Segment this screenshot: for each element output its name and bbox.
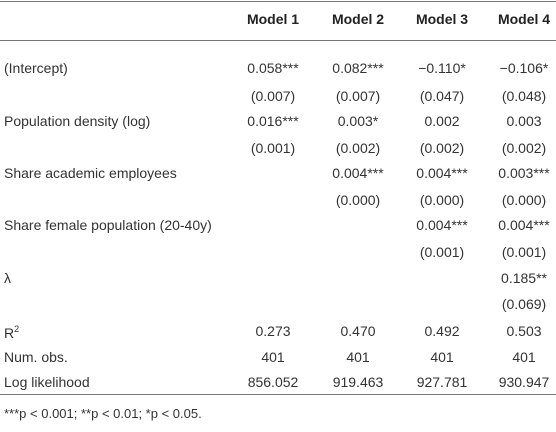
table-cell: 0.003*** — [498, 165, 550, 181]
table-cell: 0.058*** — [247, 60, 299, 76]
table-cell: (0.007) — [250, 88, 296, 104]
table-cell: −0.110* — [418, 60, 466, 76]
table-cell: 0.004*** — [416, 165, 468, 181]
table-cell: 0.016*** — [247, 113, 299, 129]
table-cell: (0.047) — [419, 88, 465, 104]
table-cell: (0.002) — [335, 140, 381, 156]
table-cell: 401 — [261, 349, 285, 365]
table-cell: 0.503 — [506, 323, 542, 339]
table-cell: 0.082*** — [332, 60, 384, 76]
table-cell: 0.004*** — [332, 165, 384, 181]
row-label: Population density (log) — [4, 113, 151, 129]
table-cell: (0.002) — [419, 140, 465, 156]
row-label: (Intercept) — [4, 60, 68, 76]
footnote: ***p < 0.001; **p < 0.01; *p < 0.05. — [4, 406, 202, 421]
table-cell: 856.052 — [247, 374, 299, 390]
row-label: Share female population (20-40y) — [4, 217, 212, 233]
table-cell: 927.781 — [416, 374, 468, 390]
table-cell: (0.000) — [335, 192, 381, 208]
table-cell: 0.185** — [501, 270, 547, 286]
table-cell: 0.492 — [424, 323, 460, 339]
column-header: Model 4 — [497, 11, 551, 27]
table-cell: 0.273 — [255, 323, 291, 339]
table-cell: (0.001) — [419, 244, 465, 260]
table-cell: 0.003 — [506, 113, 542, 129]
row-label: Log likelihood — [4, 374, 90, 390]
table-cell: (0.002) — [501, 140, 547, 156]
table-cell: 919.463 — [332, 374, 384, 390]
table-cell: 401 — [346, 349, 370, 365]
table-cell: 930.947 — [498, 374, 550, 390]
table-cell: (0.001) — [501, 244, 547, 260]
table-cell: 0.004*** — [416, 217, 468, 233]
table-cell: 0.002 — [424, 113, 460, 129]
row-label: Share academic employees — [4, 165, 177, 181]
table-cell: (0.007) — [335, 88, 381, 104]
superscript: 2 — [14, 324, 20, 335]
table-cell: (0.000) — [501, 192, 547, 208]
row-label: λ — [4, 270, 11, 286]
table-cell: (0.048) — [501, 88, 547, 104]
table-cell: 401 — [430, 349, 454, 365]
column-header: Model 1 — [246, 11, 300, 27]
table-cell: 0.004*** — [498, 217, 550, 233]
table-cell: (0.001) — [250, 140, 296, 156]
column-header: Model 2 — [331, 11, 385, 27]
table-cell: 0.003* — [337, 113, 379, 129]
top-rule — [0, 1, 556, 2]
bottom-rule — [0, 394, 556, 395]
table-cell: −0.106* — [499, 60, 549, 76]
column-header: Model 3 — [415, 11, 469, 27]
row-label: R2 — [4, 324, 20, 341]
table-cell: (0.069) — [501, 296, 547, 312]
header-rule — [0, 40, 556, 41]
table-cell: 0.470 — [340, 323, 376, 339]
table-cell: (0.000) — [419, 192, 465, 208]
table-cell: 401 — [512, 349, 536, 365]
row-label: Num. obs. — [4, 349, 68, 365]
